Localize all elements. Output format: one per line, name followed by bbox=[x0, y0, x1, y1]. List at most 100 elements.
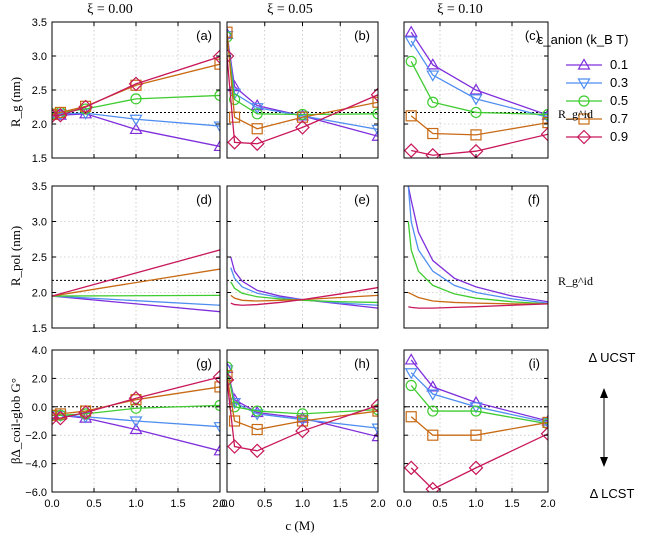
panel-label-h: (h) bbox=[354, 356, 370, 371]
ucst-lcst-arrow bbox=[600, 388, 608, 467]
legend-label-0.7: 0.7 bbox=[610, 111, 628, 126]
data-point-b-0.7-3 bbox=[296, 111, 309, 123]
data-point-b-0.7-4 bbox=[372, 96, 378, 108]
panel-label-i: (i) bbox=[528, 356, 540, 371]
data-point-c-0.3-2 bbox=[469, 94, 483, 106]
data-point-g-0.5-4 bbox=[214, 399, 220, 411]
data-point-i-0.7-1 bbox=[427, 429, 439, 441]
series-line-c-0.7 bbox=[410, 115, 548, 136]
series-line-d-0.7 bbox=[52, 268, 220, 297]
data-point-g-0.3-0 bbox=[52, 410, 59, 423]
data-point-h-0.7-3 bbox=[296, 415, 309, 427]
x-tick-label: 0.5 bbox=[86, 498, 101, 510]
series-line-f-0.9 bbox=[408, 303, 548, 309]
data-point-a-0.9-1 bbox=[53, 107, 68, 123]
xi-title-3: ξ = 0.10 bbox=[437, 2, 483, 17]
grid-i bbox=[403, 349, 549, 493]
legend-label-0.9: 0.9 bbox=[610, 129, 628, 144]
y-tick-label: 3.5 bbox=[32, 181, 47, 193]
panel-a: 1.5 2.0 2.5 3.0 3.5 (a) bbox=[32, 17, 221, 165]
data-point-c-0.1-0 bbox=[404, 25, 418, 37]
panel-label-a: (a) bbox=[196, 28, 212, 43]
y-tick-label: 0.0 bbox=[32, 402, 47, 414]
x-tick-label: 0.0 bbox=[44, 498, 59, 510]
panel-b: (b) bbox=[226, 21, 379, 159]
tick-marks-e bbox=[226, 185, 379, 329]
legend-marker-0.3 bbox=[577, 78, 591, 90]
ylabel-rg: R_g (nm) bbox=[8, 77, 23, 127]
series-line-c-0.1 bbox=[410, 31, 548, 116]
tick-marks-h bbox=[226, 349, 379, 493]
x-tick-label: 2.0 bbox=[212, 498, 227, 510]
data-point-h-0.1-4 bbox=[371, 429, 378, 442]
data-point-i-0.1-0 bbox=[404, 353, 418, 365]
data-point-c-0.5-1 bbox=[427, 96, 439, 108]
x-tick-label: 1.5 bbox=[170, 498, 185, 510]
data-point-c-0.3-0 bbox=[404, 36, 418, 48]
y-tick-label: 1.5 bbox=[32, 153, 47, 165]
data-point-h-0.9-3 bbox=[295, 423, 310, 439]
y-tick-label: 2.0 bbox=[32, 373, 47, 385]
data-point-c-0.9-1 bbox=[425, 147, 441, 158]
series-line-h-0.7 bbox=[227, 375, 378, 431]
panel-h: 0.0 0.5 1.0 1.5 2.0 (h) bbox=[219, 349, 386, 510]
series-line-b-0.7 bbox=[227, 32, 378, 130]
tick-marks-d bbox=[51, 185, 221, 329]
panel-d: 1.5 2.0 2.5 3.0 3.5 (d) bbox=[32, 181, 221, 335]
series-line-c-0.5 bbox=[410, 61, 548, 116]
x-tick-label: 1.0 bbox=[468, 498, 483, 510]
data-point-g-0.1-4 bbox=[213, 444, 220, 456]
data-point-g-0.9-2 bbox=[78, 405, 93, 420]
x-tick-label: 0.5 bbox=[432, 498, 447, 510]
data-point-a-0.9-0 bbox=[52, 108, 60, 124]
data-point-c-0.1-1 bbox=[426, 58, 440, 70]
x-tick-label: 0.5 bbox=[257, 498, 272, 510]
data-point-a-0.5-3 bbox=[130, 93, 142, 105]
ylabel-rpol: R_pol (nm) bbox=[8, 226, 23, 286]
y-tick-label: 3.0 bbox=[32, 217, 47, 229]
tick-marks-a bbox=[51, 21, 221, 159]
data-point-c-0.3-1 bbox=[426, 70, 440, 82]
data-point-b-0.5-4 bbox=[372, 108, 378, 120]
x-tick-label: 1.5 bbox=[333, 498, 348, 510]
data-point-b-0.7-2 bbox=[251, 123, 263, 135]
data-point-c-0.7-2 bbox=[470, 129, 482, 141]
data-point-g-0.9-1 bbox=[53, 410, 68, 426]
series-line-i-0.9 bbox=[410, 433, 548, 490]
series-line-b-0.5 bbox=[227, 36, 378, 116]
y-tick-label: 3.5 bbox=[32, 17, 47, 29]
y-tick-label: 2.5 bbox=[32, 85, 47, 97]
tick-marks-c bbox=[403, 21, 549, 159]
data-point-h-0.7-4 bbox=[372, 405, 378, 417]
y-tick-label: 3.0 bbox=[32, 51, 47, 63]
data-point-h-0.5-0 bbox=[227, 361, 233, 373]
data-point-c-0.5-3 bbox=[542, 108, 548, 121]
y-tick-label: 4.0 bbox=[32, 345, 47, 357]
data-point-c-0.7-0 bbox=[405, 110, 417, 122]
data-point-b-0.3-0 bbox=[227, 31, 234, 43]
series-line-i-0.1 bbox=[410, 359, 548, 422]
series-line-d-0.5 bbox=[52, 294, 220, 297]
panel-f: (f) bbox=[403, 185, 549, 329]
panel-label-g: (g) bbox=[196, 356, 212, 371]
panel-label-f: (f) bbox=[528, 192, 540, 207]
legend-marker-0.7 bbox=[578, 113, 590, 125]
series-line-g-0.9 bbox=[52, 376, 220, 419]
grid-e bbox=[226, 185, 379, 329]
data-point-b-0.9-0 bbox=[227, 48, 235, 64]
panel-label-d: (d) bbox=[196, 192, 212, 207]
legend: ε_anion (k_B T) 0.1 0.3 0.5 0.7 0.9 bbox=[538, 32, 628, 145]
ylabel-dg: βΔ_coil-glob G° bbox=[8, 378, 23, 464]
series-line-c-0.9 bbox=[411, 133, 548, 156]
y-tick-label: 2.0 bbox=[32, 288, 47, 300]
data-point-b-0.3-2 bbox=[250, 103, 264, 115]
data-point-h-0.3-4 bbox=[371, 423, 378, 435]
data-point-g-0.7-1 bbox=[54, 408, 67, 420]
data-point-g-0.3-4 bbox=[213, 422, 220, 434]
panel-i: 0.0 0.5 1.0 1.5 2.0 (i) bbox=[396, 349, 556, 510]
data-point-g-0.9-3 bbox=[128, 390, 144, 406]
ucst-label: Δ UCST bbox=[589, 350, 636, 365]
y-tick-label: 2.5 bbox=[32, 252, 47, 264]
x-tick-label: 2.0 bbox=[540, 498, 555, 510]
panel-e: (e) bbox=[226, 185, 379, 329]
